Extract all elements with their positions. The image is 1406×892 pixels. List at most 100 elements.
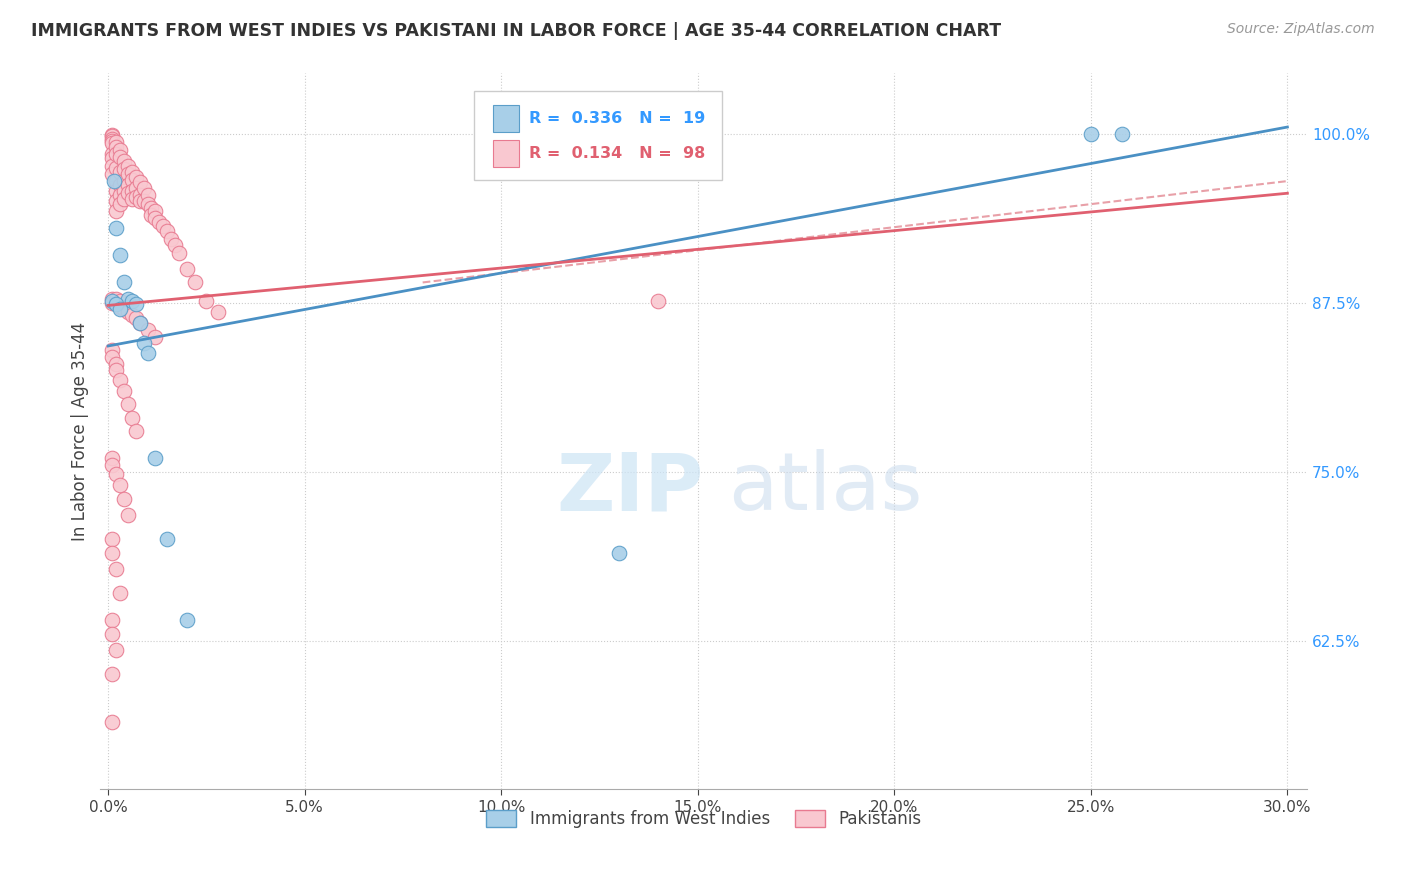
Point (108, 302, 131, 317)
Point (105, 297, 128, 311)
Point (176, 613, 198, 627)
Point (607, 546, 630, 560)
Point (101, 134, 124, 148)
Point (105, 135, 128, 149)
Point (117, 397, 139, 411)
Point (1080, 127, 1102, 141)
Point (108, 150, 131, 164)
Point (117, 292, 139, 306)
Point (105, 174, 128, 188)
Point (183, 276, 205, 290)
Point (108, 300, 131, 314)
Point (207, 305, 229, 319)
Point (108, 586, 131, 600)
Point (145, 451, 167, 466)
Point (128, 316, 150, 330)
Point (101, 532, 124, 546)
Point (128, 194, 150, 209)
Point (105, 357, 128, 371)
Point (112, 161, 135, 176)
Point (101, 128, 124, 143)
Point (101, 451, 124, 466)
Text: Source: ZipAtlas.com: Source: ZipAtlas.com (1227, 22, 1375, 37)
Point (105, 221, 128, 235)
Point (125, 424, 148, 438)
Point (112, 153, 135, 168)
Point (105, 292, 128, 306)
Text: IMMIGRANTS FROM WEST INDIES VS PAKISTANI IN LABOR FORCE | AGE 35-44 CORRELATION : IMMIGRANTS FROM WEST INDIES VS PAKISTANI… (31, 22, 1001, 40)
Text: ZIP: ZIP (557, 450, 703, 527)
Point (101, 159, 124, 173)
Bar (492, 105, 519, 132)
Point (148, 214, 170, 228)
Point (125, 169, 148, 184)
Point (103, 174, 125, 188)
Point (125, 297, 148, 311)
Point (101, 613, 124, 627)
Point (132, 194, 155, 209)
FancyBboxPatch shape (474, 91, 721, 180)
Point (128, 187, 150, 202)
Point (136, 345, 159, 359)
Point (101, 292, 124, 306)
Point (117, 159, 139, 173)
Point (101, 294, 124, 309)
Point (141, 201, 163, 215)
Y-axis label: In Labor Force | Age 35-44: In Labor Force | Age 35-44 (72, 321, 89, 541)
Point (156, 532, 179, 546)
Point (101, 350, 124, 364)
Point (121, 173, 143, 187)
Point (101, 132, 124, 146)
Point (132, 336, 155, 351)
Point (101, 151, 124, 165)
Point (105, 140, 128, 154)
Point (121, 184, 143, 198)
Point (105, 184, 128, 198)
Point (108, 478, 131, 492)
Point (101, 129, 124, 144)
Point (105, 562, 128, 576)
Point (117, 186, 139, 201)
Point (136, 187, 159, 202)
Point (121, 308, 143, 322)
Point (141, 208, 163, 222)
Point (160, 232, 183, 246)
Point (125, 310, 148, 325)
Point (136, 323, 159, 337)
Point (108, 143, 131, 157)
Point (101, 295, 124, 310)
Point (125, 190, 148, 204)
Point (145, 211, 167, 225)
Point (132, 181, 155, 195)
Point (108, 164, 131, 178)
Text: R =  0.134   N =  98: R = 0.134 N = 98 (529, 145, 704, 161)
Point (167, 245, 190, 260)
Point (647, 294, 669, 309)
Point (128, 316, 150, 330)
Point (117, 178, 139, 193)
Point (152, 219, 174, 233)
Point (105, 147, 128, 161)
Point (112, 192, 135, 206)
Point (101, 546, 124, 560)
Point (101, 136, 124, 151)
Point (105, 161, 128, 175)
Point (125, 181, 148, 195)
Point (105, 363, 128, 377)
Point (101, 667, 124, 681)
Point (117, 305, 139, 319)
Point (101, 714, 124, 729)
Point (136, 197, 159, 211)
Legend: Immigrants from West Indies, Pakistanis: Immigrants from West Indies, Pakistanis (479, 803, 928, 835)
Point (105, 194, 128, 209)
Point (108, 373, 131, 387)
Point (121, 294, 143, 309)
Point (145, 203, 167, 218)
Point (1111, 127, 1133, 141)
Point (105, 467, 128, 482)
Text: atlas: atlas (728, 450, 922, 527)
Point (163, 237, 186, 252)
Point (117, 167, 139, 181)
Point (195, 294, 218, 309)
Point (108, 178, 131, 193)
